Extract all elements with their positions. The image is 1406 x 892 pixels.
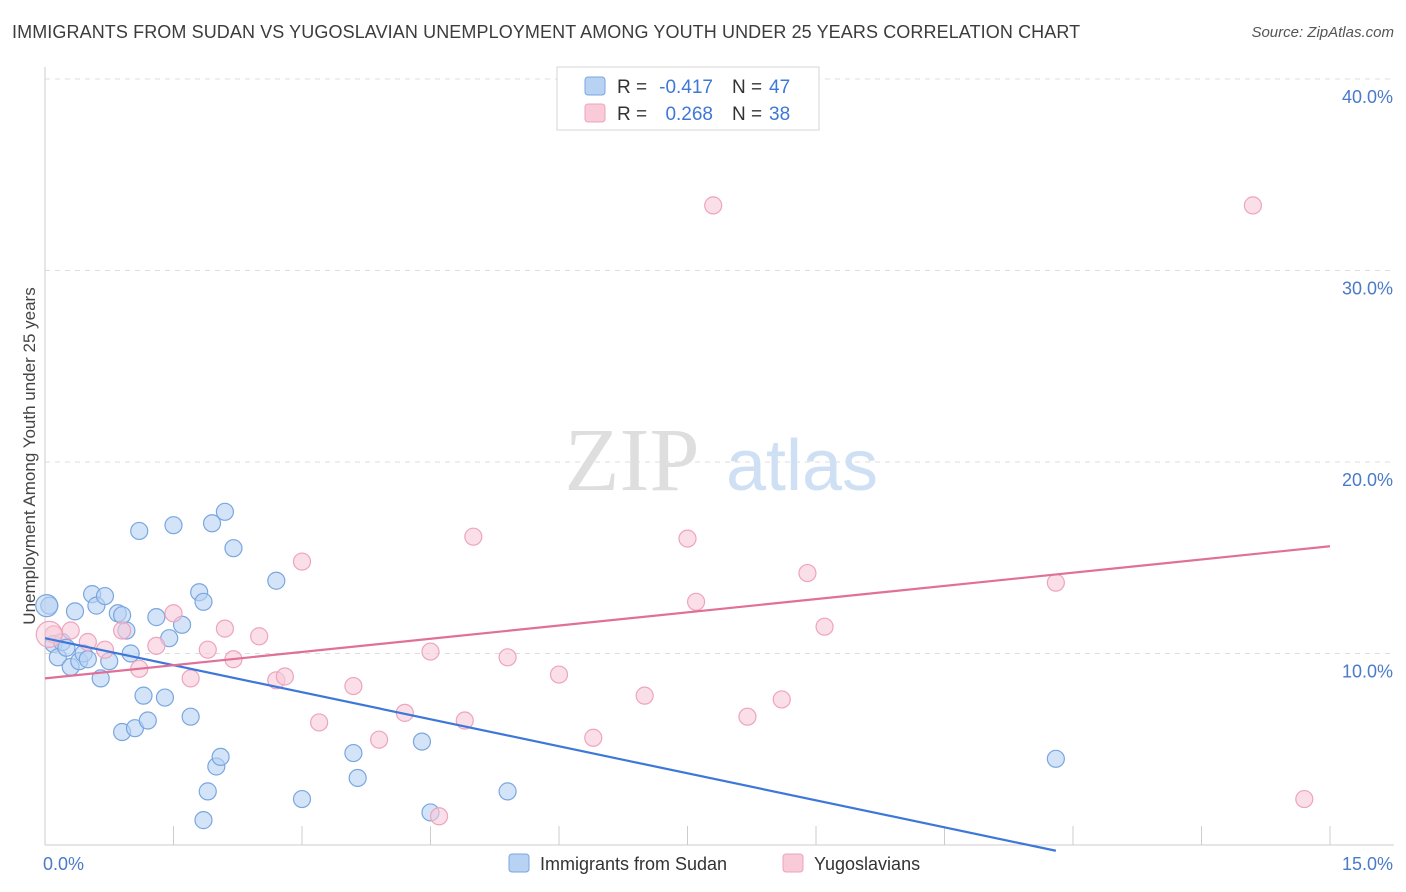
- data-point: [498, 782, 517, 801]
- data-point: [215, 502, 234, 521]
- data-point: [412, 732, 432, 751]
- data-point: [738, 707, 757, 726]
- data-point: [267, 571, 286, 590]
- legend-swatch-pink: [584, 103, 606, 123]
- data-point: [815, 617, 834, 636]
- data-point: [147, 636, 166, 655]
- data-point: [1046, 573, 1065, 592]
- data-point: [635, 686, 654, 705]
- correlation-legend: R = -0.417 N = 47 R = 0.268 N = 38: [556, 66, 820, 131]
- watermark: ZIP atlas: [565, 411, 879, 510]
- data-point: [429, 807, 449, 826]
- trend-lines: [44, 545, 1331, 852]
- data-point: [275, 667, 294, 686]
- data-point: [35, 594, 59, 618]
- legend-n-label: N =: [732, 104, 762, 125]
- data-point: [198, 640, 217, 659]
- data-point: [112, 621, 132, 640]
- data-point: [798, 563, 817, 583]
- data-point: [138, 711, 157, 730]
- data-point: [155, 688, 175, 707]
- legend-n-value: 38: [769, 104, 790, 125]
- x-tick-labels: 0.0% 15.0%: [43, 854, 1393, 874]
- series-sudan-points: [35, 502, 1065, 830]
- data-point: [704, 196, 723, 215]
- trend-line: [44, 545, 1331, 680]
- data-point: [344, 676, 363, 696]
- data-point: [121, 644, 140, 663]
- y-tick-labels: 10.0% 20.0% 30.0% 40.0%: [1342, 87, 1393, 682]
- data-point: [464, 527, 483, 546]
- data-point: [65, 602, 85, 621]
- data-point: [95, 586, 115, 606]
- x-tick-label: 0.0%: [43, 854, 84, 874]
- chart-title: IMMIGRANTS FROM SUDAN VS YUGOSLAVIAN UNE…: [12, 22, 1081, 42]
- data-point: [584, 728, 603, 747]
- data-point: [130, 521, 149, 541]
- data-point: [348, 768, 367, 788]
- data-point: [211, 747, 230, 767]
- data-point: [194, 592, 213, 611]
- bottom-legend-label: Immigrants from Sudan: [540, 854, 727, 874]
- data-point: [292, 552, 312, 571]
- data-point: [112, 606, 132, 625]
- bottom-legend: Immigrants from Sudan Yugoslavians: [508, 853, 920, 874]
- legend-r-value: -0.417: [659, 77, 713, 98]
- data-point: [147, 608, 166, 627]
- data-point: [1046, 749, 1065, 768]
- data-point: [772, 690, 791, 709]
- data-point: [370, 730, 389, 749]
- y-tick-label: 30.0%: [1342, 279, 1393, 299]
- data-point: [181, 669, 200, 688]
- y-tick-label: 10.0%: [1342, 662, 1393, 682]
- data-point: [78, 650, 97, 669]
- data-point: [224, 539, 243, 558]
- legend-n-value: 47: [769, 77, 790, 98]
- source-credit: Source: ZipAtlas.com: [1251, 24, 1394, 41]
- data-point: [164, 604, 183, 623]
- data-point: [686, 592, 706, 611]
- legend-r-value: 0.268: [665, 104, 713, 125]
- data-point: [164, 516, 183, 535]
- bottom-legend-label: Yugoslavians: [814, 854, 920, 874]
- data-point: [35, 620, 63, 648]
- x-tick-label: 15.0%: [1342, 854, 1393, 874]
- y-axis-label: Unemployment Among Youth under 25 years: [20, 287, 39, 624]
- data-point: [202, 514, 222, 533]
- watermark-atlas: atlas: [726, 426, 878, 506]
- data-point: [250, 627, 269, 646]
- legend-r-label: R =: [617, 77, 647, 98]
- data-point: [194, 811, 213, 830]
- y-tick-label: 20.0%: [1342, 470, 1393, 490]
- data-point: [61, 621, 80, 640]
- data-point: [198, 782, 217, 801]
- data-point: [344, 743, 363, 763]
- data-point: [181, 707, 200, 726]
- trend-line: [44, 637, 1057, 852]
- data-point: [549, 665, 569, 684]
- watermark-zip: ZIP: [565, 411, 700, 510]
- grid-lines: [45, 78, 1394, 654]
- data-point: [292, 789, 312, 809]
- data-point: [134, 686, 153, 705]
- axes: [44, 67, 1394, 846]
- data-point: [678, 529, 697, 548]
- data-point: [421, 642, 440, 661]
- data-point: [310, 713, 329, 732]
- data-point: [1243, 196, 1263, 215]
- bottom-legend-swatch-blue: [508, 853, 530, 873]
- bottom-legend-swatch-pink: [782, 853, 804, 873]
- data-point: [498, 648, 517, 667]
- legend-r-label: R =: [617, 104, 647, 125]
- legend-swatch-blue: [584, 76, 606, 96]
- legend-n-label: N =: [732, 77, 762, 98]
- y-tick-label: 40.0%: [1342, 87, 1393, 107]
- data-point: [1295, 789, 1314, 809]
- data-point: [215, 619, 234, 638]
